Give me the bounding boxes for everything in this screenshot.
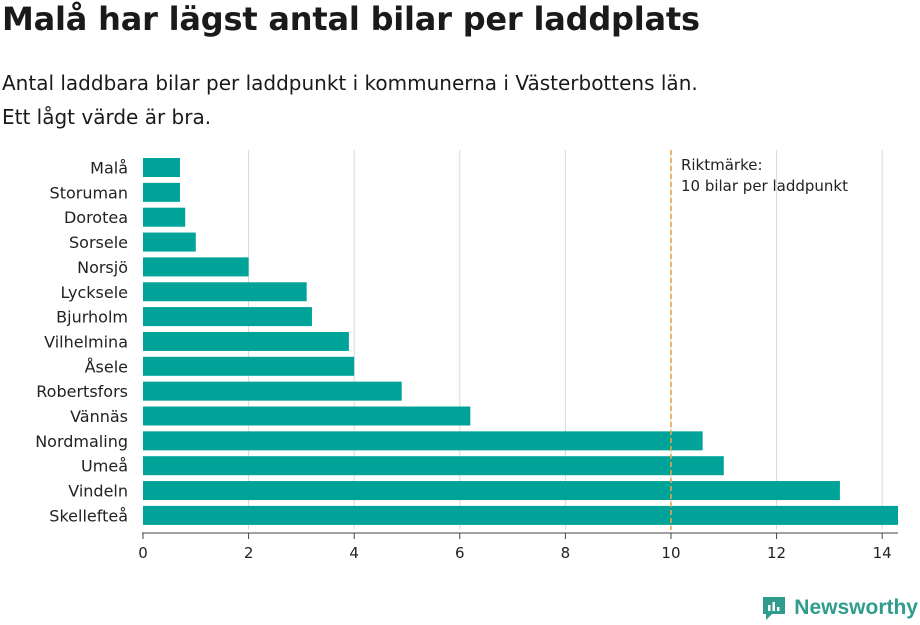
bar: [143, 158, 180, 177]
brand-name: Newsworthy: [794, 596, 918, 619]
subtitle-line-2: Ett lågt värde är bra.: [2, 105, 212, 129]
reference-label-line-1: Riktmärke:: [681, 156, 763, 174]
category-label: Nordmaling: [35, 432, 128, 451]
x-tick-label: 14: [873, 544, 892, 562]
bar: [143, 257, 249, 277]
category-label: Bjurholm: [56, 308, 128, 327]
x-tick-label: 2: [244, 544, 254, 562]
reference-line-group: Riktmärke: 10 bilar per laddpunkt: [670, 150, 848, 530]
bar: [143, 456, 724, 476]
category-label: Storuman: [50, 183, 128, 202]
x-tick-label: 6: [455, 544, 465, 562]
x-tick-label: 4: [349, 544, 359, 562]
chart-subtitle: Antal laddbara bilar per laddpunkt i kom…: [2, 66, 698, 134]
bar: [143, 356, 355, 376]
brand-logo: Newsworthy: [760, 594, 918, 622]
bar: [143, 481, 840, 501]
category-label: Vilhelmina: [44, 332, 128, 351]
category-label: Dorotea: [64, 208, 128, 227]
bar: [143, 207, 186, 227]
x-axis: 0 2 4 6 8 10 12 14: [138, 532, 898, 562]
x-tick-label: 12: [767, 544, 786, 562]
reference-label-line-2: 10 bilar per laddpunkt: [681, 177, 848, 195]
category-label: Vännäs: [70, 407, 128, 426]
bar: [143, 282, 307, 302]
chart-title: Malå har lägst antal bilar per laddplats: [2, 0, 700, 38]
category-label: Malå: [90, 159, 128, 178]
bar: [143, 182, 180, 202]
subtitle-line-1: Antal laddbara bilar per laddpunkt i kom…: [2, 71, 698, 95]
category-label: Sorsele: [69, 233, 128, 252]
x-tick-label: 8: [561, 544, 571, 562]
category-label: Robertsfors: [36, 382, 128, 401]
category-label: Umeå: [81, 457, 128, 476]
category-label: Vindeln: [68, 482, 128, 501]
newsworthy-logo-icon: [763, 597, 786, 620]
category-label: Skellefteå: [49, 506, 128, 525]
bars: [143, 158, 898, 525]
bar: [143, 505, 898, 525]
category-label: Lycksele: [61, 283, 128, 302]
category-labels: Malå Storuman Dorotea Sorsele Norsjö Lycksele…: [35, 159, 128, 526]
x-tick-label: 0: [138, 544, 148, 562]
category-label: Norsjö: [77, 258, 128, 277]
category-label: Åsele: [85, 357, 128, 376]
bar: [143, 307, 312, 327]
bar: [143, 331, 349, 351]
bar: [143, 406, 471, 426]
bar: [143, 431, 703, 451]
bar: [143, 232, 196, 252]
bar: [143, 381, 402, 401]
x-tick-label: 10: [661, 544, 680, 562]
